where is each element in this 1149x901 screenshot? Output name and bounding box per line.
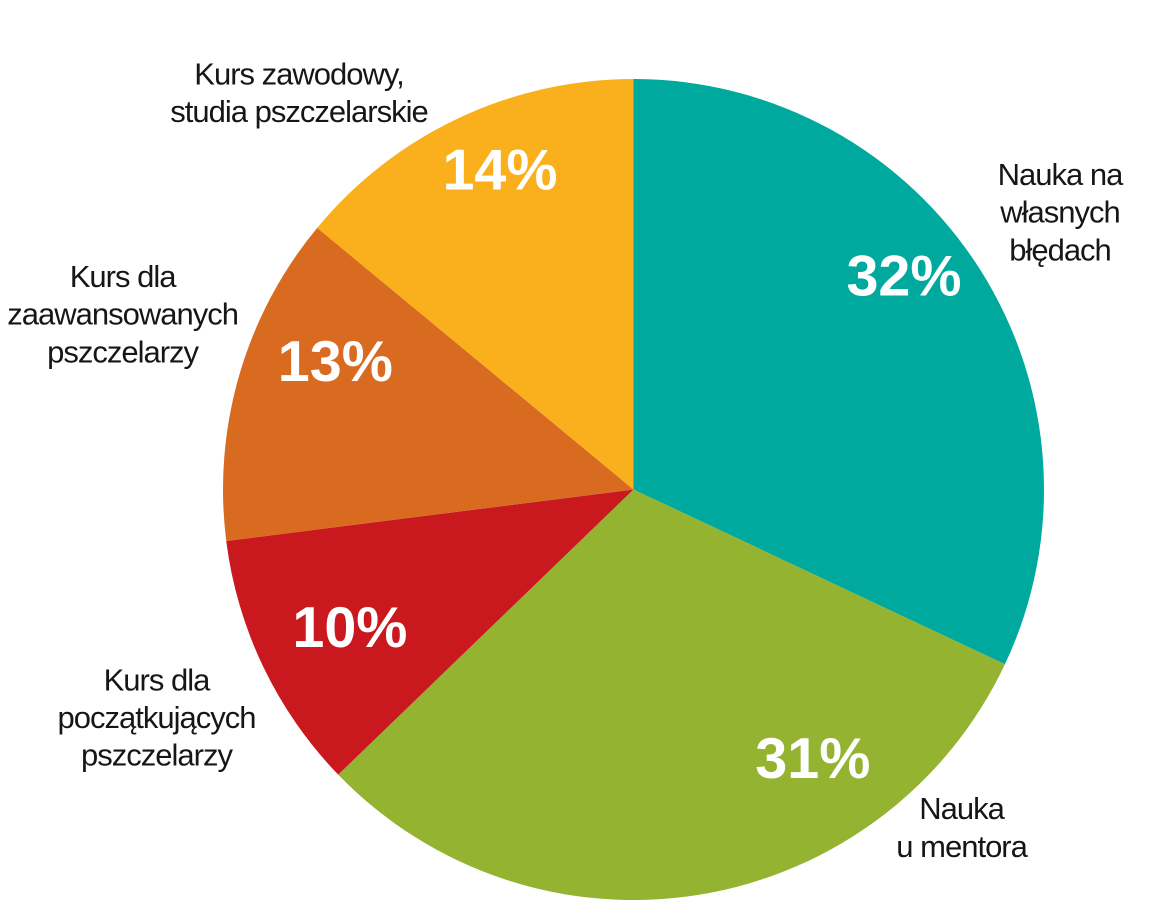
svg-text:początkujących: początkujących (58, 700, 256, 735)
svg-text:błędach: błędach (1009, 232, 1111, 267)
svg-text:u mentora: u mentora (896, 829, 1028, 864)
svg-text:Kurs dla: Kurs dla (70, 259, 177, 294)
svg-text:Nauka na: Nauka na (998, 157, 1124, 192)
svg-text:14%: 14% (442, 138, 557, 202)
svg-text:32%: 32% (846, 245, 961, 309)
svg-text:13%: 13% (278, 330, 393, 394)
svg-text:Kurs zawodowy,: Kurs zawodowy, (194, 56, 403, 91)
svg-text:własnych: własnych (999, 195, 1120, 230)
svg-text:pszczelarzy: pszczelarzy (47, 334, 199, 369)
svg-text:pszczelarzy: pszczelarzy (81, 738, 233, 773)
svg-text:studia pszczelarskie: studia pszczelarskie (170, 94, 427, 129)
svg-text:10%: 10% (292, 596, 407, 660)
svg-text:Kurs dla: Kurs dla (104, 663, 211, 698)
svg-text:Nauka: Nauka (919, 791, 1005, 826)
svg-text:31%: 31% (755, 727, 870, 791)
svg-text:zaawansowanych: zaawansowanych (7, 297, 238, 332)
